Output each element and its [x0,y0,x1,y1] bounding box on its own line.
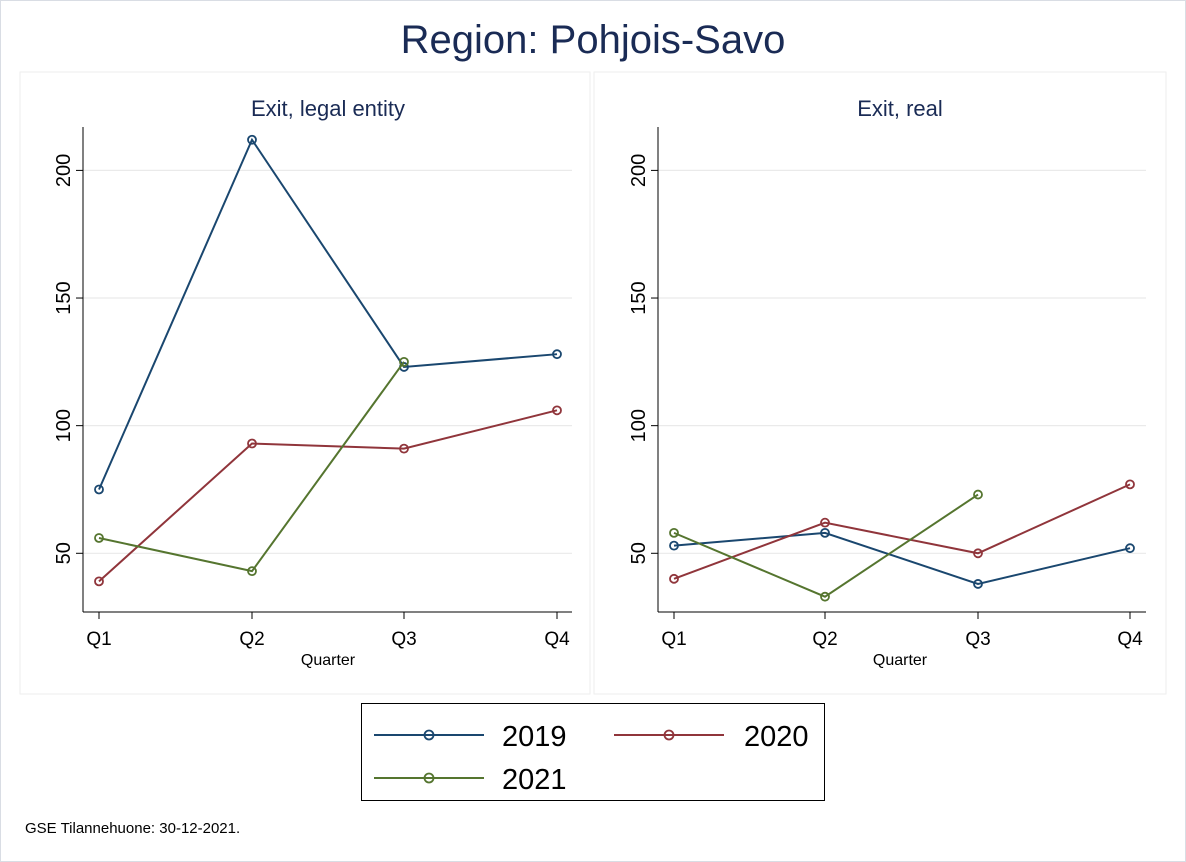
y-tick-label: 200 [53,154,75,187]
data-point-2020 [552,405,562,416]
series-line-2021 [673,493,979,598]
legend-swatch-2020 [614,729,724,741]
data-point-2020 [94,576,104,587]
x-tick-label: Q4 [544,629,570,650]
figure-title: Region: Pohjois-Savo [400,18,786,62]
data-point-2021 [399,356,409,367]
x-axis-title: Quarter [873,652,928,669]
footnote: GSE Tilannehuone: 30-12-2021. [25,820,241,837]
panel-1: 50 100 150 200 Q1 Q2 Q3 Q4 Quarter Exit, legal en… [19,71,591,695]
y-tick-label: 200 [628,154,650,187]
y-tick-label: 150 [53,281,75,314]
legend-label-2019: 2019 [502,721,567,753]
panel-2: 50 100 150 200 Q1 Q2 Q3 Q4 Quarter Exit, real [593,71,1167,695]
data-point-2019 [973,579,983,589]
y-tick-label: 100 [628,409,650,442]
series-line-2021 [98,361,405,573]
data-point-2021 [247,566,257,577]
series-line-2019 [673,531,1131,585]
x-tick-label: Q1 [86,629,111,650]
x-tick-label: Q1 [661,629,686,650]
y-tick-label: 150 [628,281,650,314]
legend-item-2019: 2019 [374,718,594,753]
x-tick-label: Q3 [391,629,416,650]
data-point-2021 [669,527,679,538]
data-point-2021 [94,533,104,543]
legend-swatch-2019 [374,729,484,741]
y-tick-label: 100 [53,409,75,442]
data-point-2021 [820,591,830,602]
legend-item-2020: 2020 [614,718,824,753]
data-point-2019 [247,134,257,145]
legend-label-2020: 2020 [744,721,809,753]
panel-title: Exit, real [857,96,943,121]
x-tick-label: Q2 [239,629,264,650]
data-point-2020 [669,573,679,584]
data-point-2019 [1125,543,1135,554]
panel-title: Exit, legal entity [251,96,405,121]
series-line-2019 [98,137,558,490]
data-point-2019 [669,540,679,551]
data-point-2019 [820,527,830,538]
series-line-2020 [673,483,1131,580]
series-line-2020 [98,409,558,583]
x-tick-label: Q3 [965,629,990,650]
data-point-2020 [399,443,409,454]
x-tick-label: Q4 [1117,629,1143,650]
x-tick-label: Q2 [812,629,837,650]
y-tick-label: 50 [628,542,650,564]
data-point-2021 [973,489,983,500]
x-axis-title: Quarter [301,652,356,669]
data-point-2020 [1125,479,1135,490]
legend: 2019 2020 2021 [361,703,825,801]
data-point-2020 [973,548,983,559]
panel-box [19,71,591,695]
legend-label-2021: 2021 [502,764,567,796]
y-tick-label: 50 [53,542,75,564]
data-point-2020 [247,438,257,449]
data-point-2019 [552,349,562,360]
data-point-2019 [94,484,104,495]
panel-box [593,71,1167,695]
data-point-2020 [820,517,830,528]
legend-item-2021: 2021 [374,761,594,796]
charts-canvas: 50 100 150 200 Q1 Q2 Q3 Q4 Quarter Exit, legal en… [19,71,1167,695]
legend-swatch-2021 [374,772,484,784]
